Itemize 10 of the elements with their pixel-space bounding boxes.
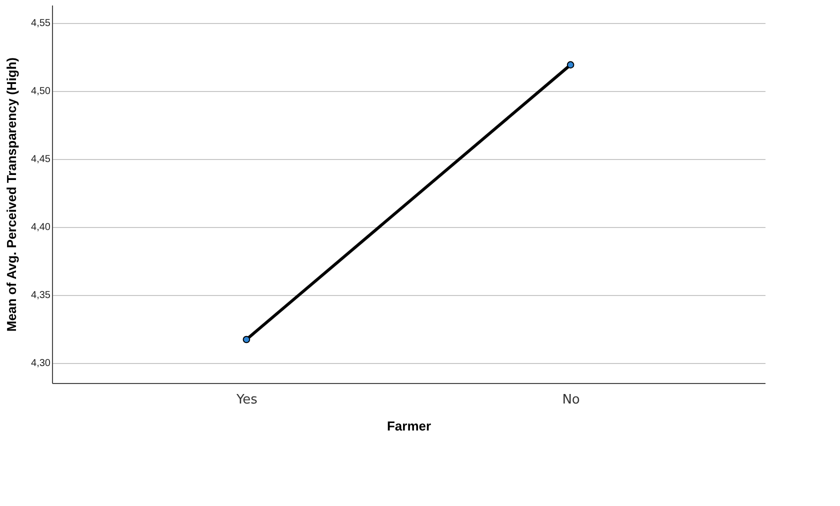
y-tick-label: 4,30 bbox=[31, 358, 51, 370]
y-axis-title: Mean of Avg. Perceived Transparency (High) bbox=[4, 57, 20, 332]
y-tick-label: 4,50 bbox=[31, 86, 51, 98]
y-tick-label: 4,35 bbox=[31, 290, 51, 302]
y-tick-label: 4,55 bbox=[31, 18, 51, 30]
y-tick-label: 4,40 bbox=[31, 222, 51, 234]
x-tick-label: Yes bbox=[235, 392, 258, 408]
x-axis-title: Farmer bbox=[386, 418, 432, 434]
y-tick-label: 4,45 bbox=[31, 154, 51, 166]
x-tick-label: No bbox=[562, 392, 580, 408]
